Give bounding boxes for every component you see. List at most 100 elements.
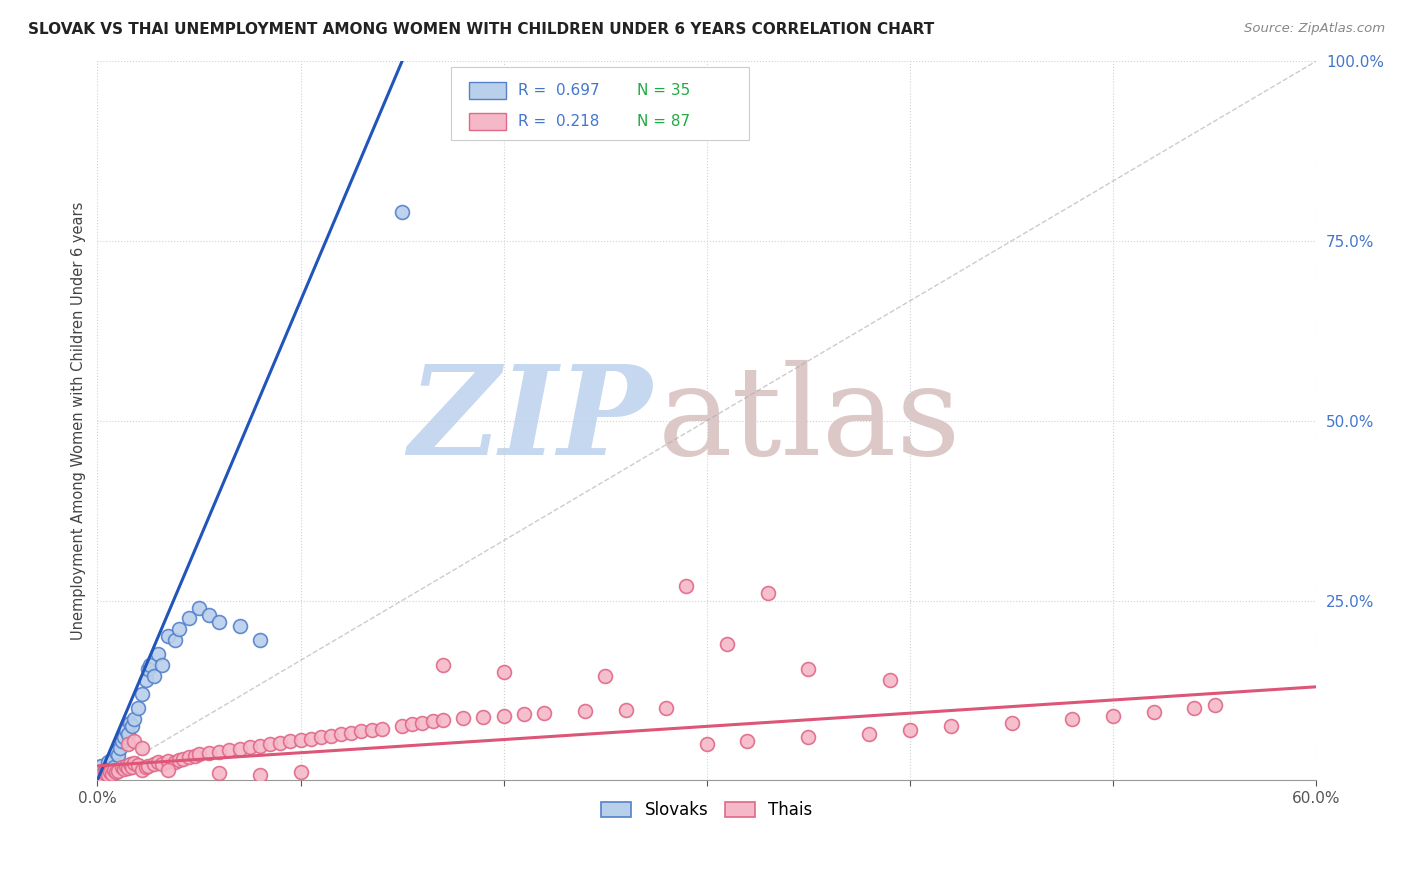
Point [797, 730, 820, 744]
Point [157, 763, 180, 777]
Point [675, 579, 697, 593]
Point [614, 703, 637, 717]
Point [797, 662, 820, 676]
Point [1000, 715, 1022, 730]
Point [117, 737, 139, 751]
Point [259, 737, 281, 751]
Point [228, 741, 250, 756]
Point [104, 765, 127, 780]
Point [107, 764, 129, 778]
Point [432, 713, 454, 727]
Point [340, 726, 363, 740]
Point [94, 766, 117, 780]
Point [111, 760, 134, 774]
Point [157, 630, 180, 644]
Text: atlas: atlas [658, 360, 962, 482]
Point [299, 731, 322, 746]
Point [574, 704, 596, 718]
Point [198, 607, 221, 622]
Point [1182, 701, 1205, 715]
Bar [470, 82, 506, 99]
Point [290, 764, 312, 779]
Point [112, 730, 135, 744]
Point [150, 658, 173, 673]
Text: R =  0.218: R = 0.218 [517, 114, 599, 129]
Point [121, 759, 143, 773]
Point [593, 669, 616, 683]
Point [177, 750, 200, 764]
Text: R =  0.697: R = 0.697 [517, 83, 599, 98]
Point [111, 733, 134, 747]
Point [184, 748, 207, 763]
Point [136, 662, 159, 676]
Point [118, 757, 141, 772]
Point [309, 730, 332, 744]
Text: SLOVAK VS THAI UNEMPLOYMENT AMONG WOMEN WITH CHILDREN UNDER 6 YEARS CORRELATION : SLOVAK VS THAI UNEMPLOYMENT AMONG WOMEN … [28, 22, 935, 37]
Point [451, 711, 474, 725]
Point [879, 673, 901, 687]
Point [422, 714, 444, 729]
Point [228, 618, 250, 632]
Point [1204, 698, 1226, 712]
Point [96, 768, 118, 782]
Point [187, 600, 209, 615]
Point [90, 767, 112, 781]
Point [148, 756, 170, 770]
Point [177, 611, 200, 625]
Point [143, 669, 166, 683]
Point [98, 764, 121, 779]
Point [117, 761, 139, 775]
Point [136, 759, 159, 773]
Point [167, 753, 190, 767]
Point [131, 740, 153, 755]
Point [350, 724, 373, 739]
Point [121, 719, 143, 733]
Point [391, 205, 413, 219]
Point [858, 726, 880, 740]
Point [208, 615, 231, 629]
Point [1062, 712, 1084, 726]
Bar [470, 113, 506, 130]
Point [208, 745, 231, 759]
Point [127, 758, 149, 772]
Point [696, 737, 718, 751]
Point [411, 715, 433, 730]
Point [157, 754, 180, 768]
Point [898, 723, 921, 737]
Point [198, 746, 221, 760]
Point [280, 734, 302, 748]
Point [371, 722, 394, 736]
Point [756, 586, 779, 600]
Point [391, 719, 413, 733]
Point [167, 622, 190, 636]
Point [249, 739, 271, 753]
Point [131, 763, 153, 777]
Point [122, 712, 145, 726]
Point [1102, 708, 1125, 723]
Point [432, 658, 454, 673]
Point [127, 701, 149, 715]
Point [100, 752, 122, 766]
Point [163, 755, 186, 769]
Point [939, 719, 962, 733]
Point [103, 760, 125, 774]
Point [103, 763, 125, 777]
Point [94, 763, 117, 777]
Point [249, 767, 271, 781]
Point [96, 756, 118, 770]
Point [100, 767, 122, 781]
Point [163, 633, 186, 648]
Point [172, 752, 194, 766]
Point [131, 687, 153, 701]
Y-axis label: Unemployment Among Women with Children Under 6 years: Unemployment Among Women with Children U… [72, 202, 86, 640]
Point [737, 733, 759, 747]
FancyBboxPatch shape [451, 67, 749, 140]
Point [104, 745, 127, 759]
Point [492, 665, 515, 680]
Point [108, 740, 131, 755]
Point [269, 736, 291, 750]
Point [1143, 705, 1166, 719]
Text: ZIP: ZIP [408, 360, 652, 482]
Point [239, 740, 262, 755]
Point [290, 733, 312, 747]
